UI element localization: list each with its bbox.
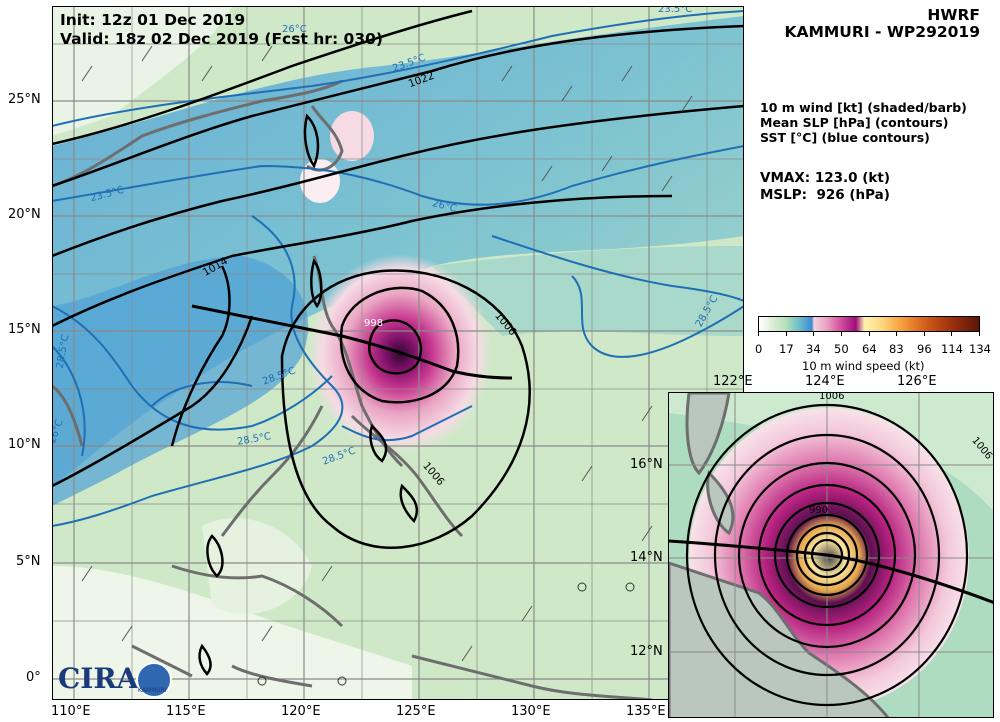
- colorbar-tick-label: 17: [779, 342, 794, 356]
- cira-logo: CIRA KAMMURI: [58, 660, 172, 700]
- colorbar-tick-label: 114: [941, 342, 963, 356]
- mslp-value: MSLP: 926 (hPa): [760, 187, 890, 203]
- inset-graticule: [669, 393, 993, 717]
- slp-label: 998: [364, 318, 384, 329]
- init-time: Init: 12z 01 Dec 2019: [60, 11, 246, 29]
- legend-wind: 10 m wind [kt] (shaded/barb): [760, 100, 967, 115]
- lat-label: 5°N: [16, 554, 41, 569]
- lon-label: 115°E: [166, 704, 206, 719]
- island-outlines: [198, 113, 419, 676]
- main-map: 23.5°C 23.5°C 23.5°C 26°C 28.5°C 28.5°C …: [52, 6, 744, 700]
- vmax-value: VMAX: 123.0 (kt): [760, 170, 891, 186]
- sst-contours: [52, 10, 744, 527]
- sst-label: 23.5°C: [658, 6, 693, 15]
- model-name: HWRF: [927, 6, 980, 24]
- inset-lon-label: 126°E: [897, 374, 937, 389]
- legend-slp: Mean SLP [hPa] (contours): [760, 115, 949, 130]
- wind-barbs: [81, 45, 693, 662]
- inset-map-canvas: [669, 393, 993, 717]
- cira-globe-icon: [136, 662, 172, 698]
- inset-lon-label: 124°E: [805, 374, 845, 389]
- cira-logo-text: CIRA: [58, 662, 139, 695]
- lat-label: 15°N: [8, 322, 41, 337]
- wind-colorbar: [758, 316, 980, 332]
- colorbar-tick-label: 134: [969, 342, 991, 356]
- lon-label: 135°E: [626, 704, 666, 719]
- colorbar-tick: [813, 332, 814, 336]
- logo-badge: KAMMURI: [138, 687, 167, 694]
- colorbar-tick-label: 83: [889, 342, 904, 356]
- colorbar-tick: [924, 332, 925, 336]
- lon-label: 120°E: [281, 704, 321, 719]
- inset-slp-contours: [669, 403, 993, 707]
- colorbar-tick: [951, 332, 952, 336]
- colorbar-tick: [869, 332, 870, 336]
- valid-time: Valid: 18z 02 Dec 2019 (Fcst hr: 030): [60, 30, 383, 48]
- lat-label: 10°N: [8, 437, 41, 452]
- lon-label: 125°E: [396, 704, 436, 719]
- colorbar-tick: [896, 332, 897, 336]
- lon-label: 110°E: [51, 704, 91, 719]
- colorbar-tick-label: 50: [834, 342, 849, 356]
- colorbar-tick: [979, 332, 980, 336]
- lat-label: 25°N: [8, 92, 41, 107]
- inset-lat-label: 14°N: [630, 550, 663, 565]
- inset-lat-label: 12°N: [630, 644, 663, 659]
- colorbar-tick-label: 64: [862, 342, 877, 356]
- inset-lon-label: 122°E: [713, 374, 753, 389]
- inset-slp-label: 1006: [819, 392, 845, 402]
- legend-sst: SST [°C] (blue contours): [760, 130, 930, 145]
- colorbar-tick: [786, 332, 787, 336]
- lat-label: 0°: [26, 670, 41, 685]
- inset-map: 1006 1006 990: [668, 392, 994, 718]
- storm-name: KAMMURI - WP292019: [784, 23, 980, 41]
- inset-lat-label: 16°N: [630, 457, 663, 472]
- colorbar-tick-label: 96: [917, 342, 932, 356]
- slp-contours: [52, 9, 744, 549]
- main-map-frame: [52, 6, 744, 700]
- calm-markers: [257, 582, 635, 686]
- colorbar-tick-label: 34: [806, 342, 821, 356]
- lon-label: 130°E: [511, 704, 551, 719]
- inset-slp-label: 990: [809, 505, 829, 516]
- colorbar-title: 10 m wind speed (kt): [802, 359, 925, 373]
- sst-label: 26°C: [282, 24, 307, 35]
- colorbar-tick: [841, 332, 842, 336]
- colorbar-tick-label: 0: [755, 342, 763, 356]
- lat-label: 20°N: [8, 207, 41, 222]
- main-map-canvas: [52, 6, 744, 700]
- colorbar-tick: [758, 332, 759, 336]
